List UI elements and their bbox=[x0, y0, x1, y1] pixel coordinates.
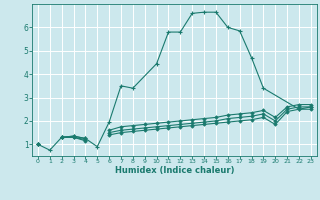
X-axis label: Humidex (Indice chaleur): Humidex (Indice chaleur) bbox=[115, 166, 234, 175]
